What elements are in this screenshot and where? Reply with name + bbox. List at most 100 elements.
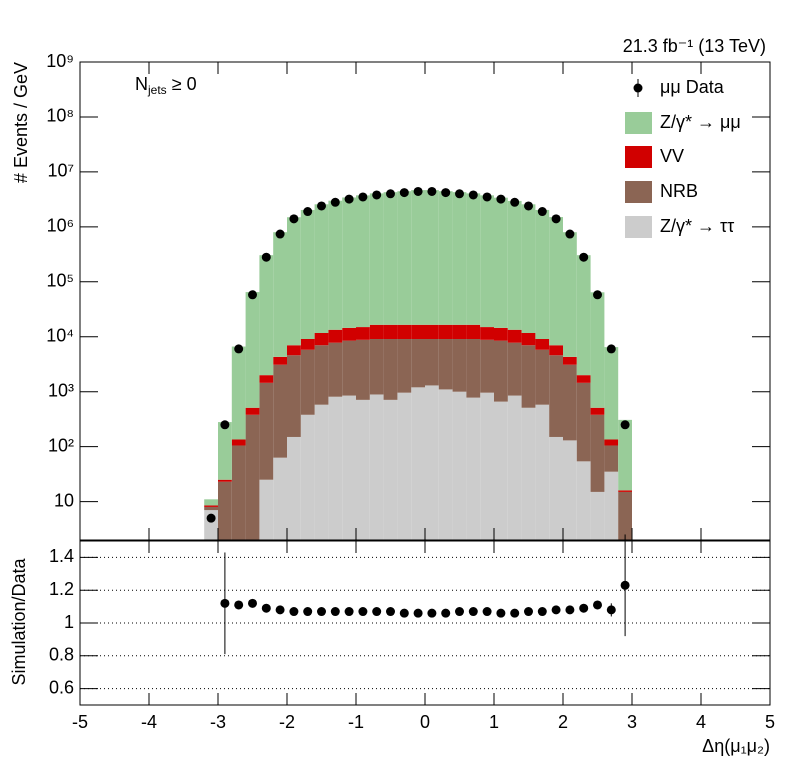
stack-bar (245, 414, 260, 540)
stack-bar (480, 392, 494, 540)
y-tick-label: 10² (48, 435, 74, 455)
y-tick-label: 1.2 (49, 579, 74, 599)
stack-bar (590, 407, 605, 415)
stack-bar (438, 324, 453, 339)
data-point (358, 192, 368, 202)
stack-bar (314, 404, 329, 540)
plot-frame (79, 540, 771, 706)
stack-bar (356, 399, 370, 540)
stack-bar (604, 471, 619, 540)
stack-bar (438, 389, 453, 540)
stack-bar (563, 232, 577, 357)
data-point (248, 290, 257, 300)
x-tick-label: 5 (765, 712, 775, 732)
data-point (620, 420, 630, 430)
stack-bar (618, 419, 632, 491)
stack-bar (563, 356, 577, 365)
ratio-point (496, 608, 506, 618)
stack-bar (287, 345, 301, 356)
stack-bar (480, 339, 494, 393)
data-point (413, 186, 423, 196)
stack-bar (507, 342, 522, 396)
y-tick-label: 0.6 (49, 677, 74, 697)
data-point (496, 194, 506, 204)
x-tick-label: -4 (141, 712, 157, 732)
legend-label: NRB (660, 181, 698, 201)
stack-area (204, 186, 632, 540)
data-point (482, 192, 492, 202)
legend-swatch (625, 181, 652, 203)
stack-bar (259, 382, 274, 480)
stack-bar (356, 327, 370, 340)
stack-bar (383, 192, 398, 325)
ratio-point (303, 607, 313, 617)
y-tick-label: 10⁹ (46, 51, 74, 71)
category-rest: ≥ 0 (167, 74, 197, 94)
ratio-point (317, 607, 326, 617)
data-point (441, 188, 451, 198)
stack-bar (204, 505, 218, 507)
x-tick-label: -5 (72, 712, 88, 732)
stack-bar (466, 193, 481, 325)
stack-bar (314, 332, 329, 346)
stack-bar (231, 445, 246, 540)
stack-bar (383, 399, 398, 540)
stack-bar (425, 324, 439, 339)
stack-bar (259, 255, 274, 376)
stack-bar (590, 292, 605, 408)
data-point (372, 190, 382, 200)
stack-bar (204, 506, 218, 511)
ratio-point (248, 598, 257, 608)
category-sub: jets (147, 83, 167, 97)
y-tick-label: 10⁵ (47, 271, 74, 291)
stack-bar (273, 457, 287, 540)
stack-bar (425, 190, 439, 325)
stack-bar (328, 329, 343, 343)
data-point (317, 201, 326, 211)
legend-swatch (625, 216, 652, 238)
stack-bar (480, 195, 494, 328)
data-point (565, 229, 575, 239)
lumi-label: 21.3 fb⁻¹ (13 TeV) (623, 36, 766, 56)
data-point (289, 214, 299, 224)
ratio-point (468, 607, 478, 617)
stack-bar (452, 192, 467, 325)
stack-bar (604, 347, 619, 440)
stack-bar (383, 324, 398, 339)
x-tick-label: -1 (348, 712, 364, 732)
ratio-point (399, 608, 409, 618)
data-point (275, 229, 285, 239)
data-point (593, 290, 602, 300)
y-tick-label: 1.4 (49, 546, 74, 566)
stack-bar (287, 355, 301, 437)
ratio-point (441, 608, 451, 618)
stack-bar (549, 345, 563, 356)
legend-swatch (625, 112, 652, 134)
legend-label: Z/γ* → μμ (660, 112, 741, 132)
stack-bar (273, 364, 287, 458)
stack-bar (231, 439, 246, 446)
ratio-point (620, 580, 630, 590)
legend-marker (633, 83, 643, 93)
stack-bar (452, 391, 467, 540)
ratio-point (593, 600, 602, 610)
stack-bar (342, 197, 356, 328)
stack-bar (397, 392, 412, 540)
stack-bar (452, 338, 467, 392)
ratio-point (386, 607, 395, 617)
stack-bar (397, 191, 412, 325)
y-tick-label: 10³ (48, 380, 74, 400)
stack-bar (300, 349, 315, 415)
stack-bar (397, 338, 412, 393)
stack-bar (535, 338, 550, 350)
stack-bar (563, 440, 577, 540)
stack-bar (618, 491, 632, 540)
data-point (344, 194, 354, 204)
ratio-point (261, 603, 271, 613)
stack-bar (452, 324, 467, 339)
stack-bar (231, 346, 246, 440)
data-point (427, 186, 437, 196)
stack-bar (342, 340, 356, 396)
y-tick-label: 0.8 (49, 645, 74, 665)
stack-bar (576, 461, 591, 540)
